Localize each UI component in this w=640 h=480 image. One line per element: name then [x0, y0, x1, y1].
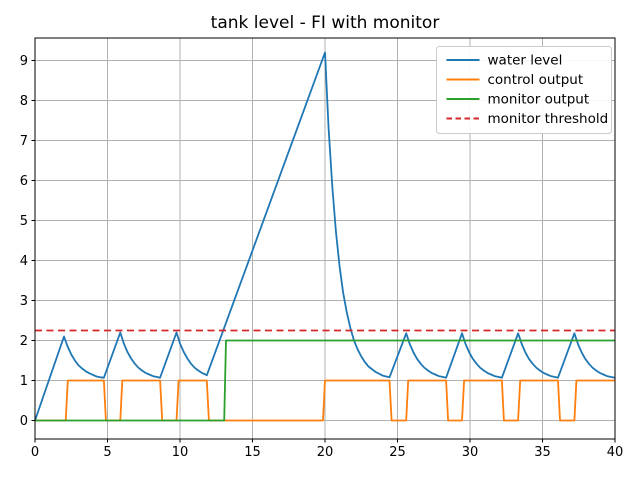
series-layer	[34, 51, 616, 422]
y-tick-label: 7	[20, 134, 28, 149]
y-tick-label: 3	[20, 294, 28, 309]
x-tick-label: 10	[172, 445, 189, 460]
x-tick-label: 40	[607, 445, 624, 460]
x-tick-label: 25	[389, 445, 406, 460]
y-tick-label: 8	[20, 94, 28, 109]
tick-layer: 0 5 10 15 20 25 30 35 40 0 1 2 3 4 5 6 7 8 9	[20, 54, 624, 460]
legend-label-monitor-threshold: monitor threshold	[488, 111, 609, 127]
y-tick-label: 2	[20, 334, 28, 349]
legend-label-water-level: water level	[488, 53, 563, 69]
legend-label-monitor-output: monitor output	[488, 92, 590, 108]
y-tick-label: 0	[20, 414, 28, 429]
chart-title: tank level - FI with monitor	[211, 13, 440, 33]
x-tick-label: 35	[534, 445, 551, 460]
series-line-control-output	[35, 379, 615, 422]
series-line-water-level	[34, 51, 616, 421]
x-tick-label: 0	[31, 445, 39, 460]
legend-box: water level control output monitor output m…	[436, 46, 612, 134]
y-tick-label: 5	[20, 214, 28, 229]
legend-label-control-output: control output	[488, 72, 584, 88]
y-tick-label: 4	[20, 254, 28, 269]
x-tick-label: 30	[462, 445, 479, 460]
x-tick-label: 20	[317, 445, 334, 460]
y-tick-label: 9	[20, 54, 28, 69]
x-tick-label: 15	[244, 445, 261, 460]
y-tick-label: 6	[20, 174, 28, 189]
legend-frame	[436, 46, 612, 134]
x-tick-label: 5	[103, 445, 111, 460]
series-line-monitor-output	[35, 339, 615, 422]
y-tick-label: 1	[20, 374, 28, 389]
